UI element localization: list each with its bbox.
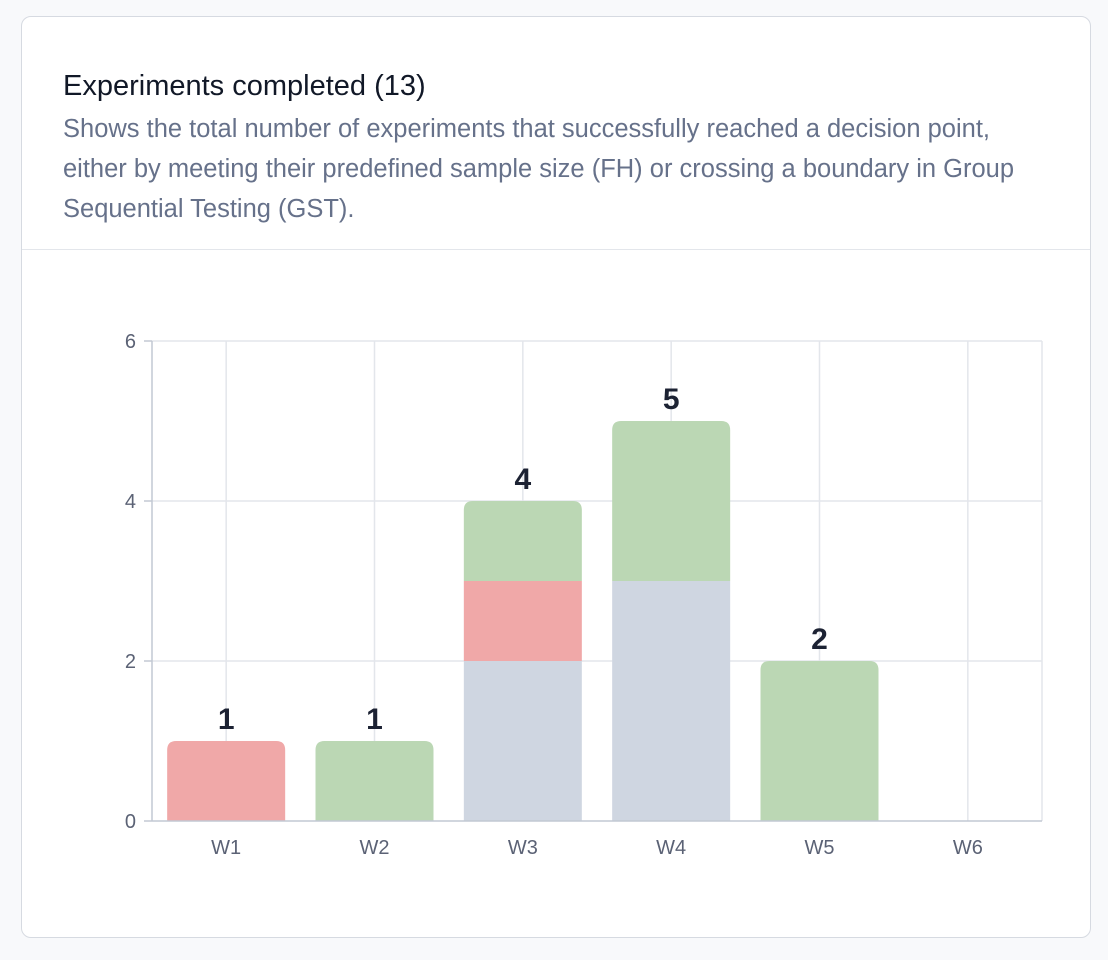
bar-segment (463, 581, 582, 661)
bar-total-label: 2 (811, 623, 828, 656)
y-tick-label: 4 (125, 491, 136, 513)
card-title: Experiments completed (13) (63, 70, 426, 102)
x-tick-label: W6 (953, 837, 983, 859)
y-tick-label: 6 (125, 331, 136, 353)
bar-segment (315, 741, 434, 821)
x-tick-label: W3 (508, 837, 538, 859)
experiments-completed-card: Experiments completed (13) Shows the tot… (21, 16, 1091, 938)
bar-segment (463, 661, 582, 821)
bar-segment (463, 501, 582, 581)
y-tick-label: 0 (125, 811, 136, 833)
x-tick-label: W2 (360, 837, 390, 859)
x-tick-label: W5 (805, 837, 835, 859)
bar-segment (612, 581, 731, 821)
stacked-bar-chart: 0 2 4 6 1 W1 1 W2 4 W3 5 W4 2 W5 W6 (125, 331, 1043, 859)
bar-segment (167, 741, 286, 821)
bar-segment (760, 661, 879, 821)
bar-total-label: 1 (218, 703, 235, 736)
card-header: Experiments completed (13) Shows the tot… (22, 17, 1090, 250)
x-tick-label: W4 (656, 837, 686, 859)
x-tick-label: W1 (211, 837, 241, 859)
bar-total-label: 1 (366, 703, 383, 736)
bar-total-label: 4 (514, 463, 531, 496)
bar-segment (612, 421, 731, 581)
bar-total-label: 5 (663, 383, 680, 416)
card-description: Shows the total number of experiments th… (63, 115, 1015, 223)
chart-area: 0 2 4 6 1 W1 1 W2 4 W3 5 W4 2 W5 W6 (22, 250, 1090, 937)
y-tick-label: 2 (125, 651, 136, 673)
